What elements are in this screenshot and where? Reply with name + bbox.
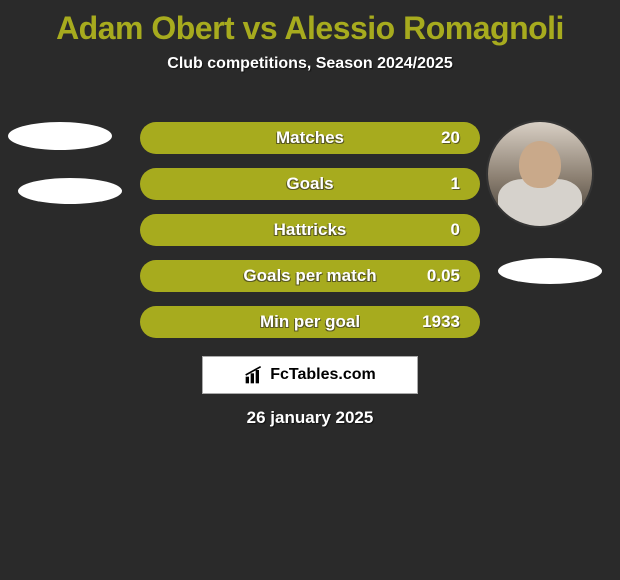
stat-row: Goals 1 <box>140 168 480 200</box>
stat-label: Min per goal <box>260 312 360 332</box>
stat-row: Hattricks 0 <box>140 214 480 246</box>
fctables-logo: FcTables.com <box>202 356 418 394</box>
comparison-title: Adam Obert vs Alessio Romagnoli <box>0 0 620 47</box>
stats-list: Matches 20 Goals 1 Hattricks 0 Goals per match… <box>140 122 480 352</box>
left-player-shape-2 <box>18 178 122 204</box>
stat-row: Matches 20 <box>140 122 480 154</box>
right-player-avatar <box>488 122 592 226</box>
stat-row: Goals per match 0.05 <box>140 260 480 292</box>
comparison-subtitle: Club competitions, Season 2024/2025 <box>0 55 620 73</box>
logo-text: FcTables.com <box>270 366 376 384</box>
stat-label: Hattricks <box>274 220 347 240</box>
stat-right-value: 1 <box>420 174 460 194</box>
generation-date: 26 january 2025 <box>0 408 620 428</box>
stat-label: Goals <box>286 174 333 194</box>
bar-chart-icon <box>244 365 264 385</box>
left-player-shape-1 <box>8 122 112 150</box>
right-player-shape <box>498 258 602 284</box>
stat-label: Goals per match <box>243 266 376 286</box>
stat-right-value: 1933 <box>420 312 460 332</box>
stat-right-value: 0 <box>420 220 460 240</box>
stat-label: Matches <box>276 128 344 148</box>
stat-right-value: 0.05 <box>420 266 460 286</box>
stat-row: Min per goal 1933 <box>140 306 480 338</box>
stat-right-value: 20 <box>420 128 460 148</box>
avatar-image-placeholder <box>488 122 592 226</box>
